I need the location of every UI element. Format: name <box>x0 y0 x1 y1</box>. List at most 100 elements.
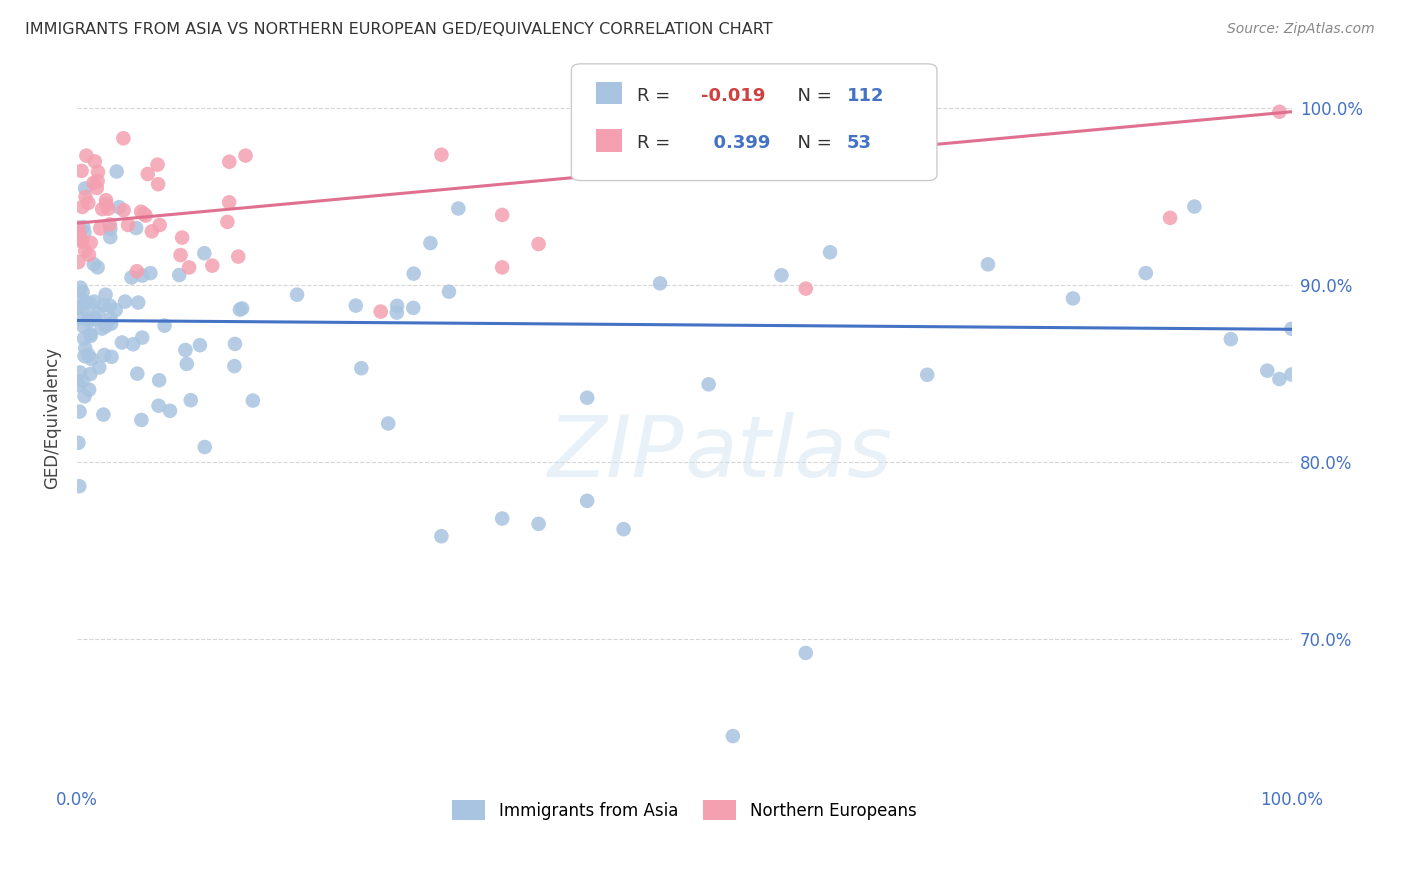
Point <box>87 165 110 179</box>
Point <box>177 260 200 275</box>
Point <box>79 367 101 381</box>
Text: 0.399: 0.399 <box>702 134 770 152</box>
Text: N =: N = <box>786 134 838 152</box>
Point <box>69 366 91 380</box>
Text: 53: 53 <box>846 134 872 152</box>
Point <box>419 235 441 250</box>
Point <box>72 200 94 214</box>
Point <box>1281 322 1303 336</box>
Point <box>97 202 120 216</box>
Point <box>75 244 97 258</box>
Point <box>117 218 139 232</box>
Point <box>218 154 240 169</box>
Point <box>93 298 115 312</box>
Point <box>201 259 224 273</box>
Point <box>125 221 148 235</box>
Point <box>73 226 96 240</box>
Point <box>67 435 90 450</box>
Point <box>153 318 176 333</box>
Point <box>72 285 94 300</box>
Point <box>70 235 93 249</box>
Point <box>430 147 453 161</box>
FancyBboxPatch shape <box>596 129 623 152</box>
Point <box>146 158 169 172</box>
Point <box>112 203 135 218</box>
Point <box>1159 211 1181 225</box>
Point <box>67 378 90 392</box>
Point <box>231 301 253 316</box>
Point <box>136 167 159 181</box>
Point <box>114 294 136 309</box>
Text: R =: R = <box>637 87 676 104</box>
Point <box>344 299 367 313</box>
Point <box>80 352 103 367</box>
Point <box>193 246 215 260</box>
Point <box>188 338 211 352</box>
Point <box>377 417 399 431</box>
Point <box>180 393 202 408</box>
Point <box>139 266 162 280</box>
Point <box>135 209 157 223</box>
Point <box>80 329 103 343</box>
Point <box>141 224 163 238</box>
Point <box>120 270 142 285</box>
Point <box>82 312 104 326</box>
Point <box>648 277 671 291</box>
Point <box>79 296 101 310</box>
Point <box>172 230 194 244</box>
Point <box>132 207 155 221</box>
Point <box>84 310 107 325</box>
Point <box>93 408 115 422</box>
Point <box>83 294 105 309</box>
Point <box>72 374 94 388</box>
Point <box>402 301 425 315</box>
Point <box>1182 200 1205 214</box>
Point <box>430 529 453 543</box>
Point <box>1135 266 1157 280</box>
Point <box>100 350 122 364</box>
Point <box>1256 364 1278 378</box>
Point <box>98 299 121 313</box>
Point <box>98 218 121 232</box>
Point <box>491 260 513 275</box>
Point <box>148 373 170 387</box>
Point <box>83 154 105 169</box>
Point <box>1219 332 1241 346</box>
Y-axis label: GED/Equivalency: GED/Equivalency <box>44 347 60 489</box>
Text: ZIP: ZIP <box>548 412 685 495</box>
Point <box>72 319 94 334</box>
Point <box>527 237 550 252</box>
Point <box>174 343 197 357</box>
Point <box>370 304 392 318</box>
Point <box>69 227 91 242</box>
Point <box>818 245 841 260</box>
Text: IMMIGRANTS FROM ASIA VS NORTHERN EUROPEAN GED/EQUIVALENCY CORRELATION CHART: IMMIGRANTS FROM ASIA VS NORTHERN EUROPEA… <box>25 22 773 37</box>
Point <box>94 193 117 207</box>
Point <box>1268 104 1291 119</box>
Point <box>1062 292 1084 306</box>
Point <box>491 208 513 222</box>
Point <box>93 348 115 362</box>
Point <box>242 393 264 408</box>
Point <box>159 403 181 417</box>
Text: 112: 112 <box>846 87 884 104</box>
Point <box>402 267 425 281</box>
Point <box>75 294 97 309</box>
Point <box>91 202 114 216</box>
Point <box>697 377 720 392</box>
Point <box>77 383 100 397</box>
Point <box>218 195 240 210</box>
Point <box>73 331 96 345</box>
Point <box>75 341 97 355</box>
Point <box>91 321 114 335</box>
Point <box>176 357 198 371</box>
Point <box>131 268 153 283</box>
Text: R =: R = <box>637 134 676 152</box>
Point <box>79 326 101 341</box>
Point <box>129 204 152 219</box>
Point <box>104 302 127 317</box>
Point <box>69 280 91 294</box>
Point <box>75 148 97 162</box>
Point <box>794 646 817 660</box>
Point <box>915 368 938 382</box>
